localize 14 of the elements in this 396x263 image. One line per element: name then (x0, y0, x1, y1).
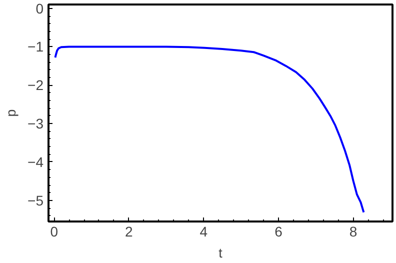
y-tick-label: −5 (28, 192, 44, 208)
x-tick-label: 0 (50, 224, 58, 240)
y-tick-label: 0 (36, 0, 44, 16)
line-series (54, 46, 365, 214)
y-tick-label: −1 (28, 38, 44, 55)
x-tick-label: 8 (349, 224, 358, 240)
y-tick-label: −3 (28, 116, 44, 132)
x-axis-title: t (218, 246, 223, 260)
y-tick-label: −4 (28, 154, 44, 170)
y-axis-title: p (4, 109, 19, 117)
x-tick-label: 4 (200, 224, 208, 240)
x-tick-label: 6 (274, 224, 283, 240)
y-tick-label: −2 (28, 77, 44, 94)
x-tick-label: 2 (125, 224, 133, 240)
